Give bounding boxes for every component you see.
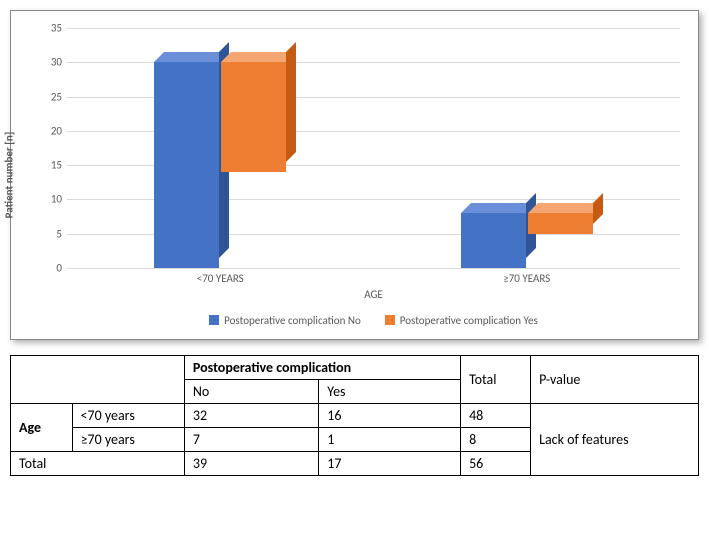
legend-item: Postoperative complication No bbox=[209, 314, 361, 327]
table-row: Age <70 years 32 16 48 Lack of features bbox=[11, 404, 699, 428]
cell: 16 bbox=[319, 404, 461, 428]
header-yes: Yes bbox=[319, 380, 461, 404]
y-tick-label: 20 bbox=[37, 124, 62, 137]
y-tick-label: 15 bbox=[37, 159, 62, 172]
cell: 17 bbox=[319, 452, 461, 476]
cell: 7 bbox=[184, 428, 318, 452]
header-pvalue: P-value bbox=[531, 356, 699, 404]
y-tick-label: 25 bbox=[37, 90, 62, 103]
header-total: Total bbox=[461, 356, 531, 404]
legend-label: Postoperative complication No bbox=[224, 314, 361, 327]
bar-group bbox=[154, 62, 286, 268]
cell: 8 bbox=[461, 428, 531, 452]
cell: 39 bbox=[184, 452, 318, 476]
legend-swatch bbox=[209, 315, 219, 325]
y-tick-label: 10 bbox=[37, 193, 62, 206]
table-row: Postoperative complication Total P-value bbox=[11, 356, 699, 380]
cell: 56 bbox=[461, 452, 531, 476]
y-tick-label: 35 bbox=[37, 22, 62, 35]
row-label: <70 years bbox=[72, 404, 184, 428]
y-tick-label: 0 bbox=[37, 262, 62, 275]
bar bbox=[221, 62, 286, 268]
y-axis-label: Patient number [n] bbox=[3, 132, 16, 219]
x-tick-label: ≥70 YEARS bbox=[503, 272, 550, 285]
gridline bbox=[67, 28, 680, 29]
header-complication: Postoperative complication bbox=[184, 356, 460, 380]
y-tick-label: 30 bbox=[37, 56, 62, 69]
header-blank bbox=[11, 356, 185, 404]
legend-label: Postoperative complication Yes bbox=[400, 314, 538, 327]
pvalue-cell: Lack of features bbox=[531, 404, 699, 476]
cell: 32 bbox=[184, 404, 318, 428]
header-no: No bbox=[184, 380, 318, 404]
y-tick-label: 5 bbox=[37, 227, 62, 240]
bar bbox=[528, 213, 593, 268]
x-tick-label: <70 YEARS bbox=[197, 272, 244, 285]
bar-group bbox=[461, 213, 593, 268]
legend-item: Postoperative complication Yes bbox=[385, 314, 538, 327]
rowgroup-age: Age bbox=[11, 404, 73, 452]
legend-swatch bbox=[385, 315, 395, 325]
data-table: Postoperative complication Total P-value… bbox=[10, 355, 699, 476]
x-ticks: <70 YEARS ≥70 YEARS bbox=[67, 269, 680, 287]
x-axis-label: AGE bbox=[67, 288, 680, 301]
total-label: Total bbox=[11, 452, 185, 476]
cell: 48 bbox=[461, 404, 531, 428]
legend: Postoperative complication No Postoperati… bbox=[67, 311, 680, 330]
row-label: ≥70 years bbox=[72, 428, 184, 452]
plot-area: 05101520253035 bbox=[67, 28, 680, 269]
cell: 1 bbox=[319, 428, 461, 452]
chart-panel: Patient number [n] 05101520253035 <70 YE… bbox=[10, 10, 699, 340]
bar bbox=[154, 62, 219, 268]
bar bbox=[461, 213, 526, 268]
